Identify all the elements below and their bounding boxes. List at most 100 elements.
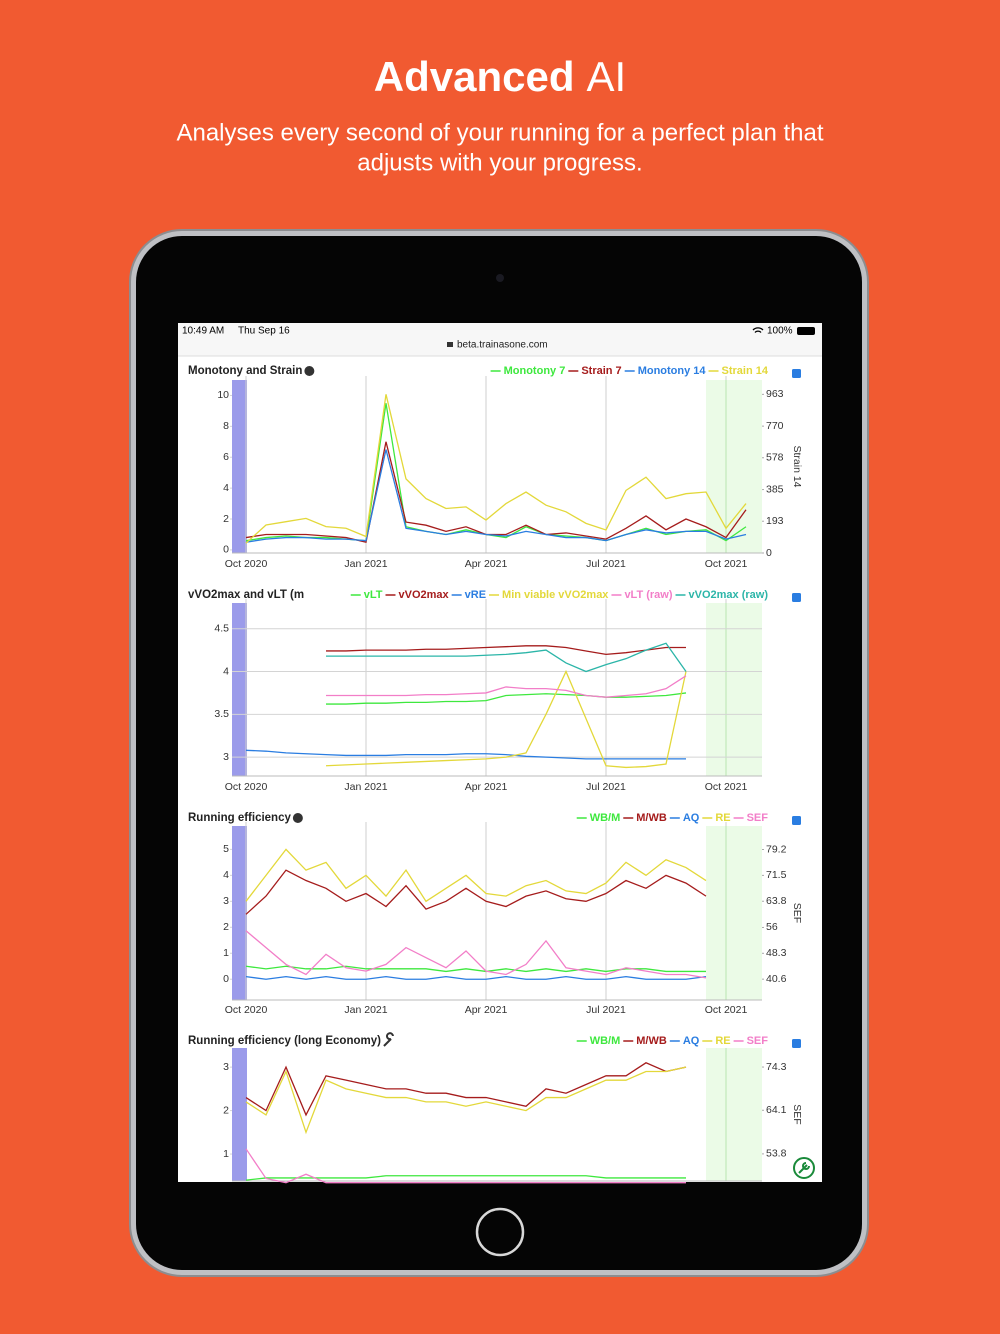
- x-tick-label: Oct 2020: [225, 1004, 268, 1016]
- y2-tick-label: 40.6: [766, 973, 787, 985]
- y-tick-label: 4: [223, 482, 229, 494]
- y-tick-label: 2: [223, 1104, 229, 1116]
- x-tick-label: Jul 2021: [586, 1004, 626, 1016]
- y-tick-label: 3: [223, 895, 229, 907]
- battery-icon: [797, 327, 815, 335]
- x-tick-label: Apr 2021: [465, 558, 508, 570]
- copy-icon[interactable]: [792, 1039, 801, 1048]
- legend-label: vLT (raw): [624, 589, 672, 601]
- y-tick-label: 5: [223, 843, 229, 855]
- y2-tick-label: 770: [766, 420, 784, 432]
- status-time: 10:49 AM: [182, 326, 224, 337]
- y2-tick-label: 578: [766, 452, 784, 464]
- highlight-band: [706, 603, 762, 776]
- series-line: [245, 749, 686, 760]
- help-icon[interactable]: [292, 813, 303, 823]
- series-line: [326, 645, 686, 656]
- chart-title: Monotony and Strain: [188, 365, 302, 377]
- y-tick-label: 2: [223, 921, 229, 933]
- series-line: [245, 930, 707, 979]
- y2-tick-label: 56: [766, 921, 778, 933]
- x-tick-label: Jan 2021: [344, 558, 387, 570]
- legend-label: vLT: [364, 589, 383, 601]
- y-tick-label: 2: [223, 513, 229, 525]
- y2-tick-label: 63.8: [766, 895, 787, 907]
- home-button[interactable]: [475, 1207, 525, 1257]
- y-tick-label: 0: [223, 544, 229, 556]
- y-tick-label: 8: [223, 420, 229, 432]
- y2-axis-label: SEF: [791, 903, 803, 923]
- highlight-band: [232, 380, 247, 553]
- y2-axis-label: SEF: [791, 1104, 803, 1124]
- subtitle: adjusts with your progress.: [357, 149, 642, 176]
- series-line: [245, 975, 707, 980]
- x-tick-label: Apr 2021: [465, 781, 508, 793]
- series-line: [245, 441, 747, 543]
- legend-label: RE: [715, 812, 730, 824]
- series-line: [326, 642, 687, 673]
- series-line: [245, 1148, 686, 1184]
- legend-label: WB/M: [590, 1035, 621, 1047]
- series-line: [326, 675, 687, 698]
- subtitle: Analyses every second of your running fo…: [176, 119, 823, 146]
- x-tick-label: Apr 2021: [465, 1004, 508, 1016]
- series-line: [245, 1062, 687, 1117]
- legend-label: vVO2max: [398, 589, 449, 601]
- x-tick-label: Oct 2021: [705, 781, 748, 793]
- legend-label: Strain 14: [722, 365, 769, 377]
- y2-tick-label: 0: [766, 547, 772, 559]
- highlight-band: [706, 380, 762, 553]
- y-tick-label: 0: [223, 973, 229, 985]
- help-icon[interactable]: [304, 366, 315, 376]
- wrench-icon: [383, 1032, 394, 1047]
- highlight-band: [232, 603, 247, 776]
- headline: Advanced AI: [374, 53, 626, 100]
- y-tick-label: 3: [223, 1061, 229, 1073]
- series-line: [245, 403, 747, 542]
- legend-label: WB/M: [590, 812, 621, 824]
- lock-icon: [447, 342, 453, 347]
- y-tick-label: 1: [223, 1148, 229, 1160]
- x-tick-label: Oct 2021: [705, 558, 748, 570]
- browser-bar: [178, 323, 822, 356]
- legend-label: SEF: [747, 812, 769, 824]
- y-tick-label: 4: [223, 665, 229, 677]
- legend-label: Monotony 7: [504, 365, 566, 377]
- x-tick-label: Jul 2021: [586, 781, 626, 793]
- y2-tick-label: 53.8: [766, 1148, 787, 1160]
- copy-icon[interactable]: [792, 593, 801, 602]
- series-line: [245, 449, 747, 543]
- series-line: [325, 669, 687, 769]
- camera: [496, 274, 504, 282]
- y-tick-label: 6: [223, 451, 229, 463]
- highlight-band: [232, 826, 247, 1000]
- copy-icon[interactable]: [792, 369, 801, 378]
- wifi-icon: [752, 327, 764, 334]
- settings-icon: [798, 1162, 810, 1174]
- y-tick-label: 4: [223, 869, 229, 881]
- legend-label: vVO2max (raw): [689, 589, 769, 601]
- y2-tick-label: 64.1: [766, 1104, 787, 1116]
- legend-label: AQ: [683, 812, 700, 824]
- headline-light: AI: [587, 53, 627, 100]
- x-tick-label: Oct 2020: [225, 558, 268, 570]
- y-tick-label: 4.5: [214, 622, 229, 634]
- legend-label: AQ: [683, 1035, 700, 1047]
- legend-label: Min viable vVO2max: [502, 589, 609, 601]
- legend-label: M/WB: [636, 812, 667, 824]
- highlight-band: [706, 826, 762, 1000]
- y2-tick-label: 193: [766, 515, 784, 527]
- y2-tick-label: 963: [766, 388, 784, 400]
- highlight-band: [232, 1048, 247, 1181]
- y2-axis-label: Strain 14: [791, 445, 803, 487]
- y-tick-label: 1: [223, 947, 229, 959]
- status-date: Thu Sep 16: [238, 326, 290, 337]
- status-battery: 100%: [767, 326, 793, 337]
- x-tick-label: Jul 2021: [586, 558, 626, 570]
- legend-label: SEF: [747, 1035, 769, 1047]
- x-tick-label: Oct 2021: [705, 1004, 748, 1016]
- copy-icon[interactable]: [792, 816, 801, 825]
- legend-label: RE: [715, 1035, 730, 1047]
- y-tick-label: 3.5: [214, 708, 229, 720]
